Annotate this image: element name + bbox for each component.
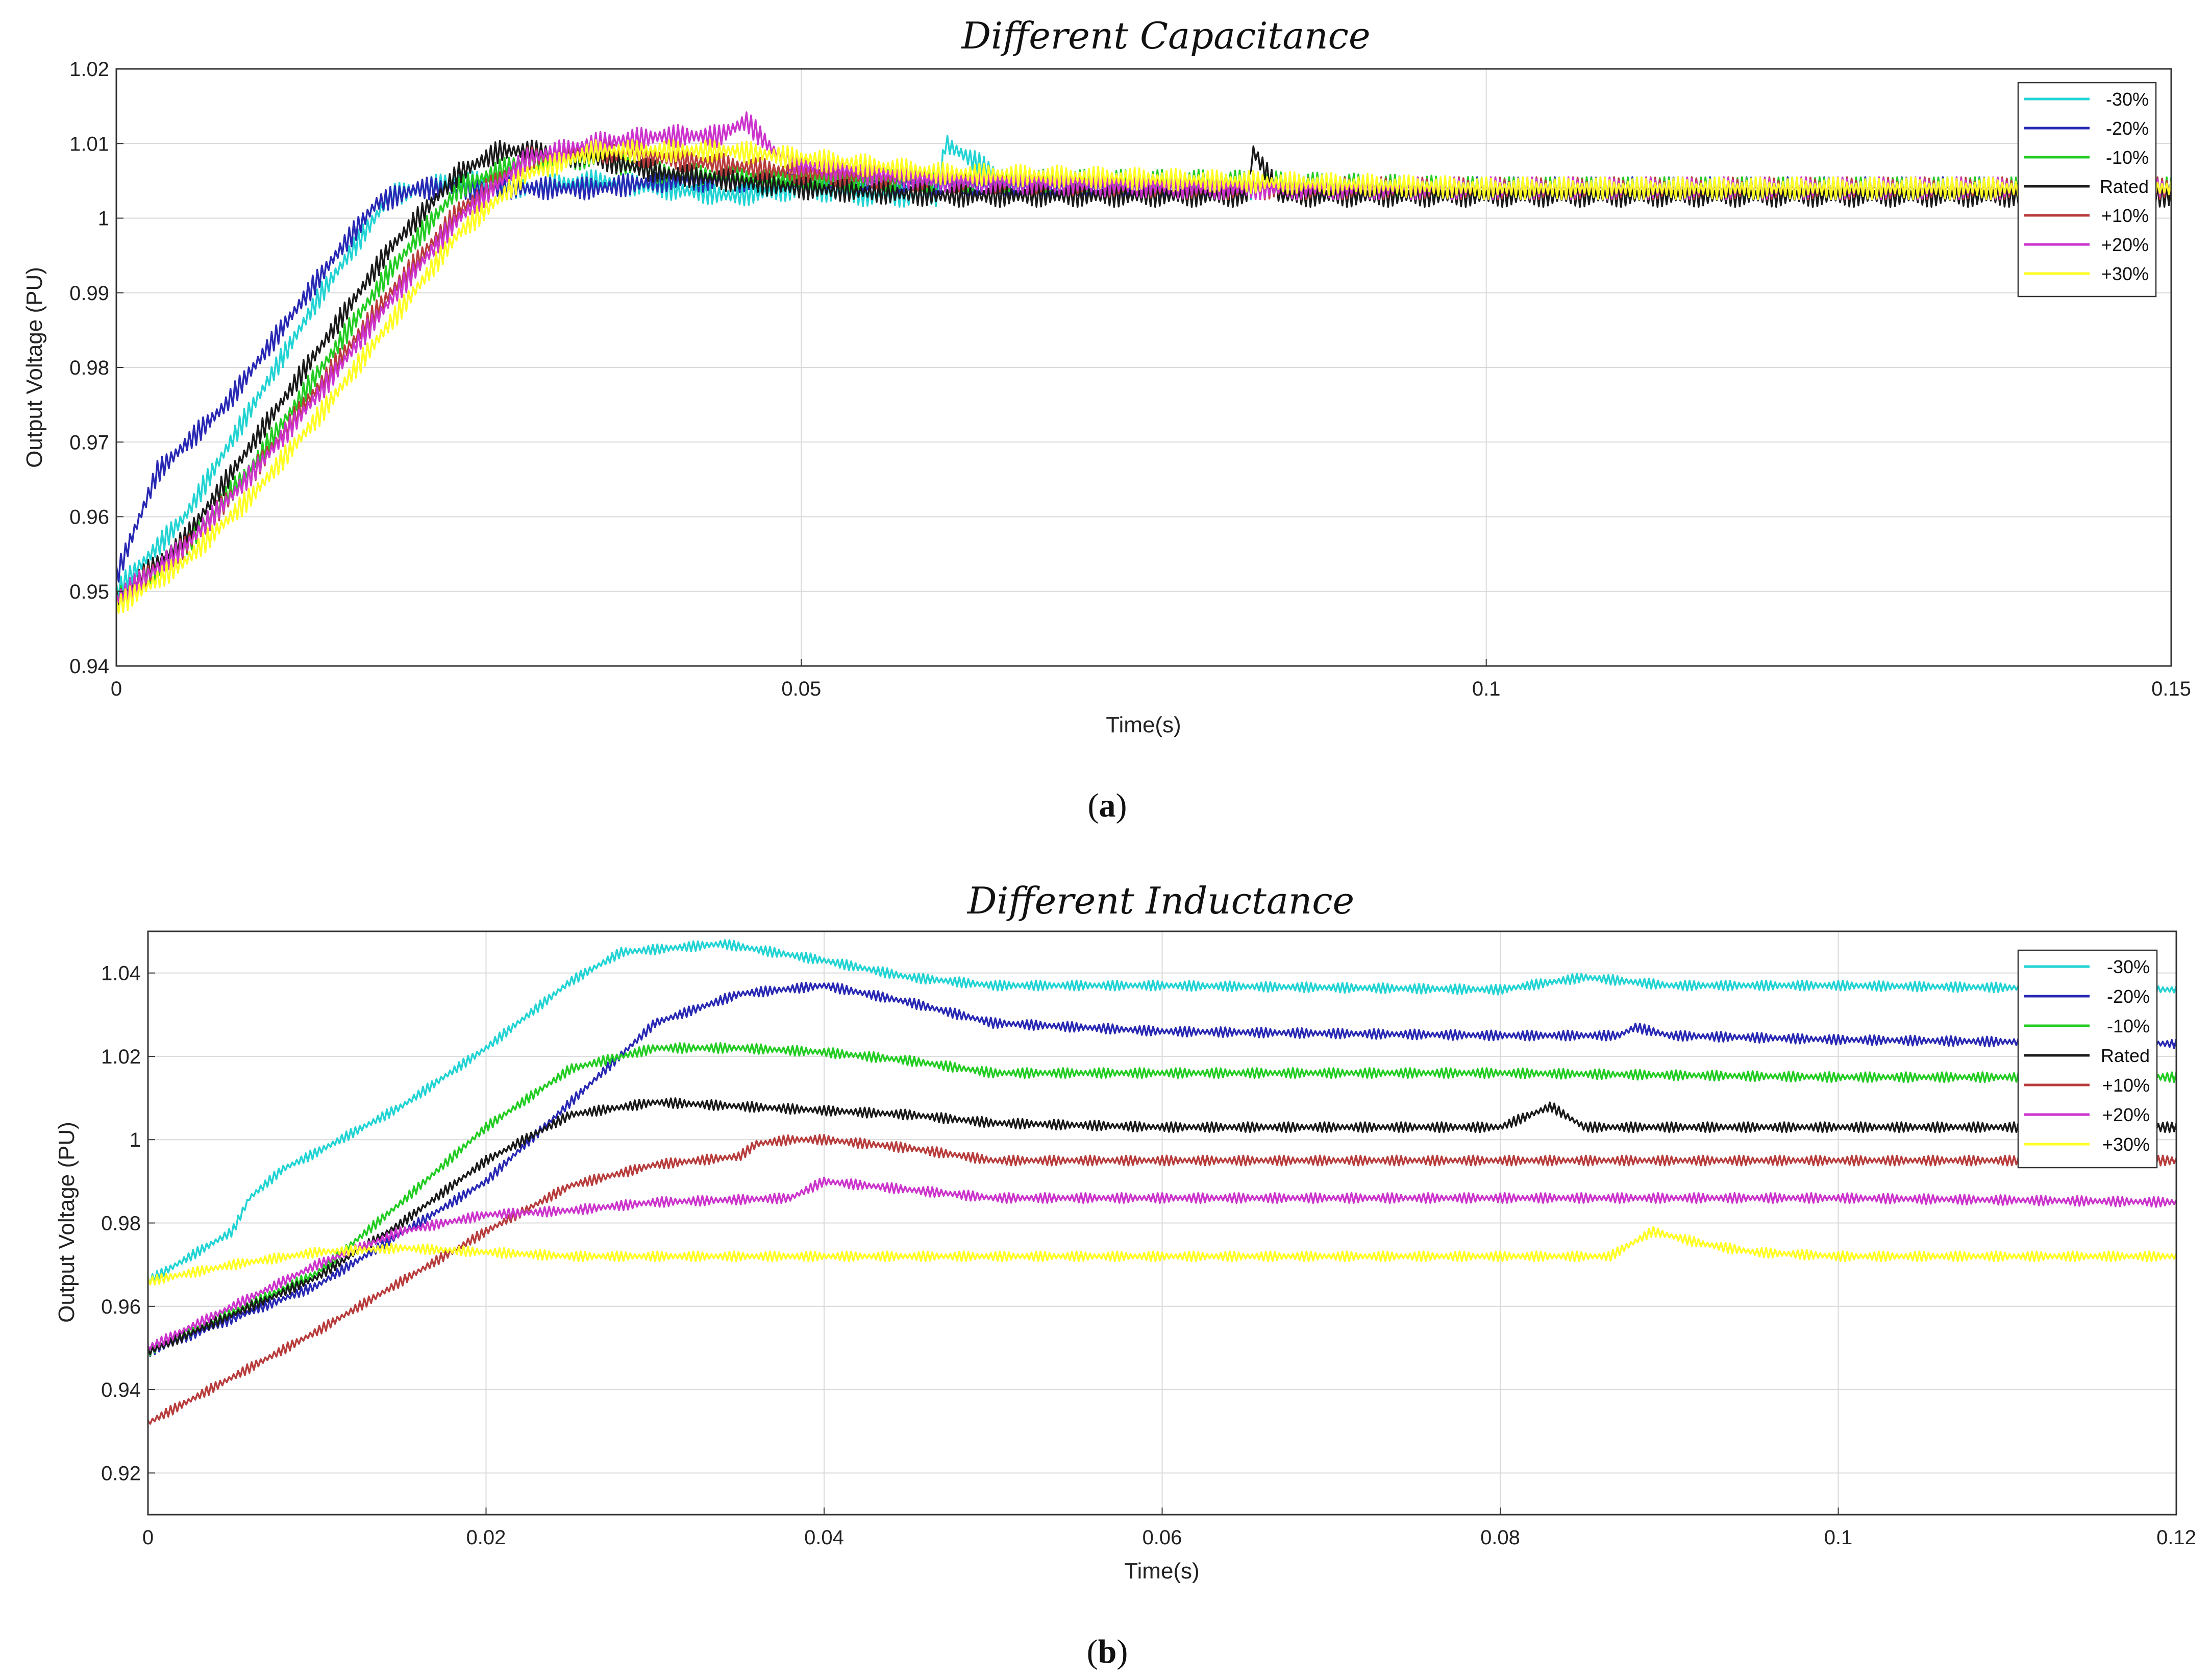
chart-a-x-tick-label: 0.1	[1472, 678, 1501, 700]
caption-b: (b)	[1087, 1633, 1128, 1670]
chart-b-x-tick-label: 0.08	[1480, 1526, 1520, 1549]
chart-b-y-tick-label: 0.96	[101, 1296, 141, 1318]
chart-a-y-tick-label: 1.01	[69, 133, 109, 155]
chart-b-y-axis-label: Output Voltage (PU)	[54, 1122, 79, 1323]
chart-b-series-line-+20%	[147, 1176, 2177, 1350]
chart-a-x-tick-label: 0	[111, 678, 122, 700]
chart-b-y-tick-label: 0.98	[101, 1213, 141, 1235]
chart-b-y-tick-label: 0.92	[101, 1462, 141, 1485]
chart-b-legend-label: +30%	[2102, 1134, 2150, 1155]
chart-a: Different Capacitance 0.940.950.960.970.…	[22, 14, 2191, 824]
chart-b-x-tick-label: 0	[142, 1526, 154, 1549]
chart-a-legend-label: +30%	[2101, 263, 2149, 284]
chart-b-title: Different Inductance	[966, 879, 1354, 922]
chart-b-legend-label: -30%	[2107, 956, 2150, 977]
chart-a-y-axis-label: Output Voltage (PU)	[22, 267, 47, 468]
chart-a-x-tick-label: 0.15	[2151, 678, 2191, 700]
chart-a-series-line-Rated	[115, 139, 2172, 605]
chart-b-y-tick-label: 1.04	[101, 962, 141, 985]
chart-a-x-tick-label: 0.05	[781, 678, 821, 700]
chart-b-legend-box	[2017, 949, 2158, 1169]
chart-b-x-axis-label: Time(s)	[1124, 1559, 1199, 1584]
chart-a-title: Different Capacitance	[960, 14, 1370, 57]
chart-a-y-tick-label: 1	[98, 208, 109, 230]
chart-a-legend-label: +20%	[2101, 234, 2149, 255]
chart-a-x-axis-label: Time(s)	[1106, 712, 1181, 737]
chart-b-x-tick-label: 0.1	[1824, 1526, 1853, 1549]
chart-a-y-tick-label: 0.98	[69, 357, 109, 379]
chart-b-series-line-+10%	[147, 1133, 2177, 1425]
chart-b-legend-label: -20%	[2107, 986, 2150, 1007]
chart-b: Different Inductance 0.92 0.94 0.96 0.98 1 1.…	[54, 879, 2196, 1670]
chart-b-legend-label: +20%	[2102, 1104, 2150, 1125]
caption-b-letter: b	[1098, 1633, 1117, 1670]
chart-b-y-tick-label: 1.02	[101, 1046, 141, 1068]
chart-a-legend-label: -20%	[2106, 118, 2149, 139]
chart-b-legend-label: -10%	[2107, 1016, 2150, 1036]
chart-b-x-tick-label: 0.12	[2156, 1526, 2196, 1549]
chart-b-y-tick-label: 1	[130, 1129, 141, 1151]
chart-b-x-tick-label: 0.06	[1143, 1526, 1182, 1549]
chart-a-legend-label: -30%	[2106, 89, 2149, 110]
chart-a-legend: -30% -20% -10% Rated +10% +20% +30%	[2017, 82, 2157, 298]
chart-b-series-line--30%	[147, 939, 2177, 1285]
chart-b-legend: -30% -20% -10% Rated +10% +20% +30%	[2017, 949, 2158, 1169]
chart-a-x-tick-labels: 0 0.05 0.1 0.15	[111, 659, 2191, 700]
chart-b-legend-label: +10%	[2102, 1075, 2150, 1096]
chart-a-series-line-+30%	[115, 139, 2172, 614]
chart-a-legend-label: Rated	[2100, 176, 2149, 197]
chart-b-legend-label: Rated	[2101, 1045, 2150, 1066]
chart-b-x-tick-label: 0.02	[466, 1526, 506, 1549]
chart-a-y-tick-labels: 0.94 0.95 0.96 0.97 0.98 0.99 1 1.01 1.02	[69, 58, 123, 678]
chart-a-legend-label: +10%	[2101, 205, 2149, 226]
chart-b-series-line-+30%	[147, 1225, 2177, 1286]
chart-a-y-tick-label: 0.96	[69, 506, 109, 529]
chart-b-series-line--20%	[147, 981, 2177, 1357]
chart-a-y-tick-label: 0.94	[69, 655, 109, 678]
chart-a-y-tick-label: 1.02	[69, 58, 109, 81]
chart-a-legend-box	[2017, 82, 2157, 298]
chart-b-x-tick-labels: 0 0.02 0.04 0.06 0.08 0.1 0.12	[142, 1508, 2196, 1549]
chart-b-series-line--10%	[147, 1042, 2177, 1357]
chart-b-y-tick-labels: 0.92 0.94 0.96 0.98 1 1.02 1.04	[101, 962, 155, 1485]
chart-a-y-tick-label: 0.97	[69, 431, 109, 454]
chart-b-series	[147, 939, 2177, 1425]
chart-a-y-tick-label: 0.95	[69, 581, 109, 603]
caption-a: (a)	[1088, 787, 1127, 824]
chart-a-y-tick-label: 0.99	[69, 282, 109, 305]
chart-a-series	[115, 111, 2172, 614]
chart-b-x-tick-label: 0.04	[804, 1526, 844, 1549]
caption-a-letter: a	[1099, 787, 1116, 824]
chart-b-series-line-Rated	[147, 1097, 2177, 1355]
chart-a-legend-label: -10%	[2106, 147, 2149, 168]
chart-b-y-tick-label: 0.94	[101, 1379, 141, 1401]
